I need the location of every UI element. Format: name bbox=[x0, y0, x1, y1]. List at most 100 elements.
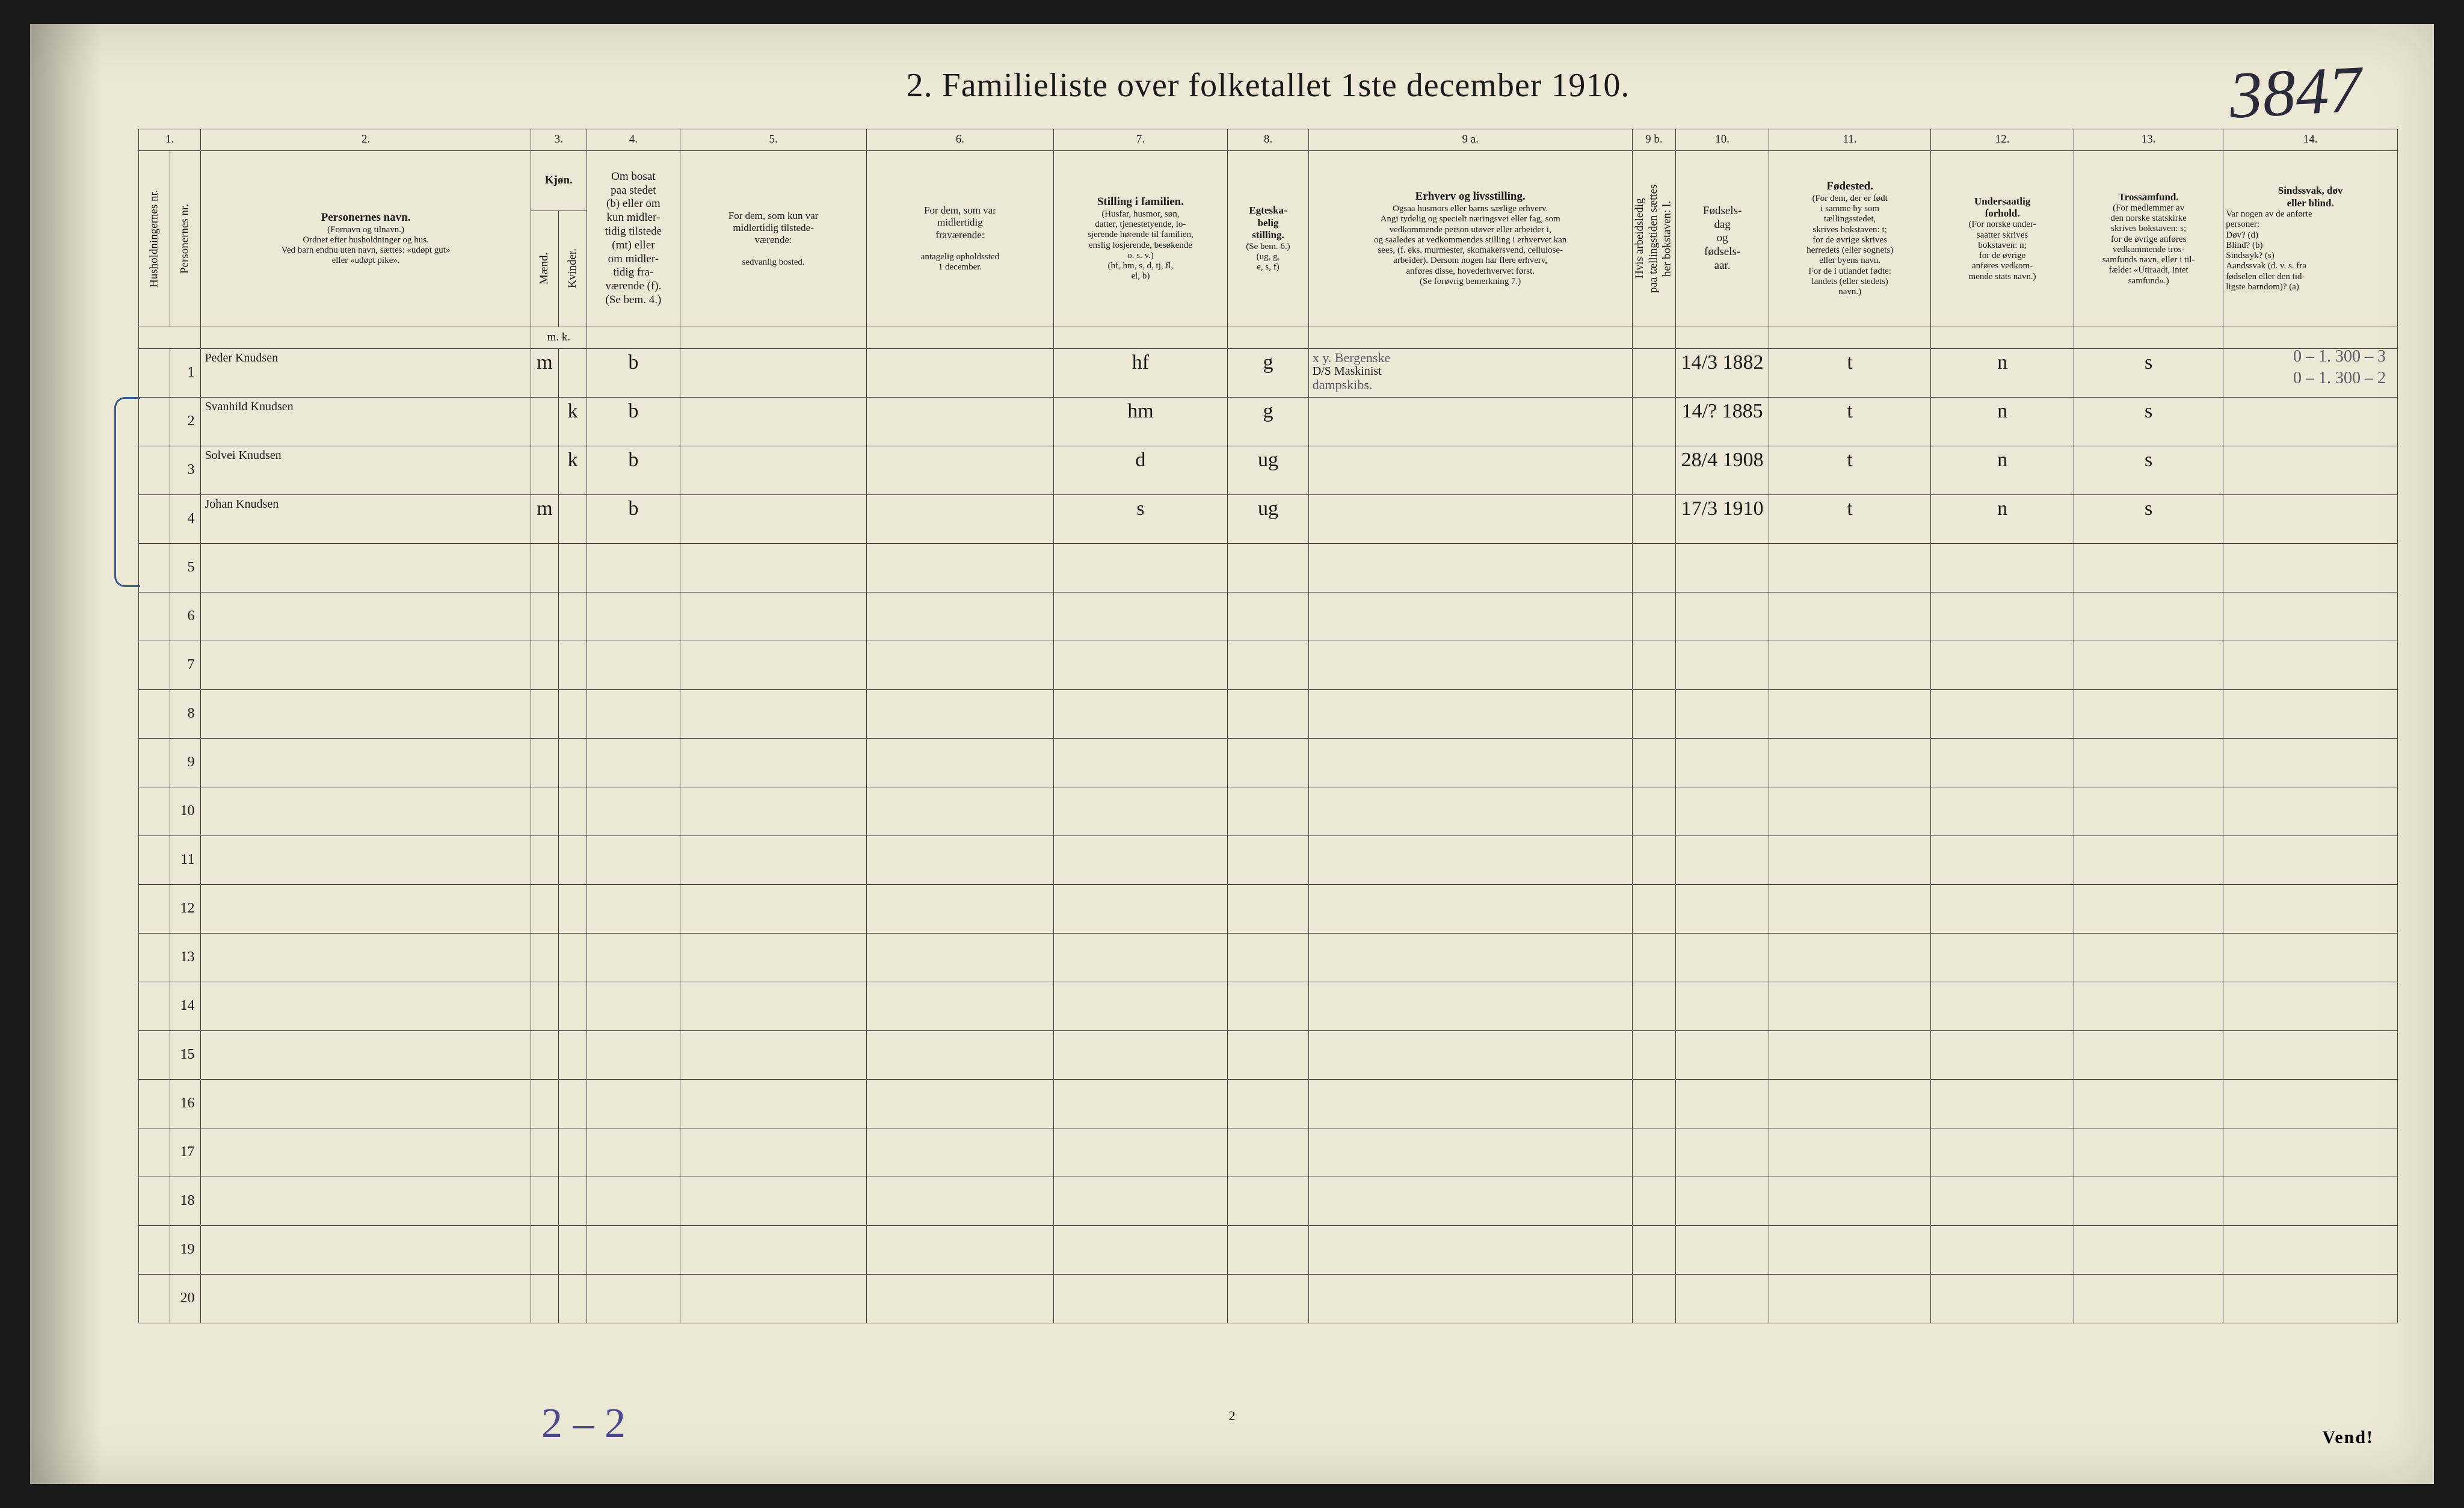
col-religion-title: Trossamfund. bbox=[2077, 191, 2220, 203]
empty-cell bbox=[1053, 1030, 1228, 1079]
empty-cell bbox=[1228, 1225, 1308, 1274]
empty-cell bbox=[1228, 1177, 1308, 1225]
document-paper: 3847 2. Familieliste over folketallet 1s… bbox=[30, 24, 2434, 1484]
empty-cell bbox=[1632, 884, 1675, 933]
col-temp-present-sub: sedvanlig bosted. bbox=[683, 257, 864, 268]
empty-cell bbox=[2074, 543, 2223, 592]
cell-religion: s bbox=[2074, 348, 2223, 397]
cell-birthplace: t bbox=[1769, 397, 1931, 446]
empty-cell bbox=[559, 543, 587, 592]
empty-cell bbox=[587, 592, 680, 641]
table-row-empty: 10 bbox=[139, 787, 2398, 836]
empty-cell bbox=[531, 1225, 559, 1274]
empty-cell bbox=[2223, 738, 2398, 787]
empty-cell bbox=[1676, 836, 1769, 884]
col-birthplace-title: Fødested. bbox=[1772, 180, 1928, 194]
empty-cell bbox=[531, 1030, 559, 1079]
cell-sex-m bbox=[531, 446, 559, 494]
col-num-1: 1. bbox=[139, 129, 201, 151]
empty-cell bbox=[1632, 1274, 1675, 1323]
cell-nationality: n bbox=[1931, 397, 2074, 446]
col-nationality-sub: (For norske under- saatter skrives bokst… bbox=[1933, 220, 2071, 282]
col-temp-present-title: For dem, som kun var midlertidig tilsted… bbox=[683, 210, 864, 247]
table-row-empty: 8 bbox=[139, 689, 2398, 738]
empty-cell bbox=[201, 1079, 531, 1128]
empty-cell: 19 bbox=[170, 1225, 201, 1274]
col-num-8: 8. bbox=[1228, 129, 1308, 151]
col-temp-absent: For dem, som var midlertidig fraværende:… bbox=[867, 150, 1053, 327]
empty-cell bbox=[680, 1079, 866, 1128]
col-num-7: 7. bbox=[1053, 129, 1228, 151]
cell-unemployed bbox=[1632, 494, 1675, 543]
empty-cell bbox=[2223, 836, 2398, 884]
col-birth: Fødsels- dag og fødsels- aar. bbox=[1676, 150, 1769, 327]
cell-birth: 17/3 1910 bbox=[1676, 494, 1769, 543]
empty-cell bbox=[531, 1079, 559, 1128]
empty-cell bbox=[1228, 592, 1308, 641]
footer-note-left: 2 – 2 bbox=[541, 1400, 626, 1448]
empty-cell bbox=[1053, 787, 1228, 836]
empty-cell: 17 bbox=[170, 1128, 201, 1177]
empty-cell bbox=[139, 982, 170, 1030]
empty-cell bbox=[139, 1030, 170, 1079]
empty-cell bbox=[559, 1128, 587, 1177]
cell-religion: s bbox=[2074, 397, 2223, 446]
empty-cell bbox=[559, 982, 587, 1030]
empty-cell bbox=[1308, 884, 1632, 933]
empty-cell bbox=[1053, 1128, 1228, 1177]
empty-cell bbox=[1931, 787, 2074, 836]
empty-cell bbox=[1931, 641, 2074, 689]
cell-person-no: 1 bbox=[170, 348, 201, 397]
empty-cell bbox=[1769, 592, 1931, 641]
col-num-9a: 9 a. bbox=[1308, 129, 1632, 151]
cell-sex-k: k bbox=[559, 397, 587, 446]
empty-cell bbox=[680, 689, 866, 738]
empty-cell bbox=[1769, 836, 1931, 884]
empty-cell bbox=[559, 1079, 587, 1128]
col-disability-sub: Var nogen av de anførte personer: Døv? (… bbox=[2226, 209, 2395, 292]
empty-cell bbox=[1769, 1274, 1931, 1323]
empty-cell bbox=[201, 884, 531, 933]
cell-family-pos: d bbox=[1053, 446, 1228, 494]
empty-cell bbox=[1632, 641, 1675, 689]
empty-cell bbox=[680, 787, 866, 836]
empty-cell bbox=[587, 1079, 680, 1128]
empty-cell bbox=[559, 787, 587, 836]
empty-cell bbox=[559, 1177, 587, 1225]
col-birthplace-sub: (For dem, der er født i samme by som tæl… bbox=[1772, 194, 1928, 298]
col-num-12: 12. bbox=[1931, 129, 2074, 151]
empty-cell bbox=[1931, 933, 2074, 982]
cell-birth: 14/3 1882 bbox=[1676, 348, 1769, 397]
cell-sex-k bbox=[559, 348, 587, 397]
empty-cell bbox=[2223, 1225, 2398, 1274]
empty-cell bbox=[2223, 1030, 2398, 1079]
empty-cell: 12 bbox=[170, 884, 201, 933]
empty-cell bbox=[201, 836, 531, 884]
empty-cell: 15 bbox=[170, 1030, 201, 1079]
col-num-4: 4. bbox=[587, 129, 680, 151]
empty-cell: 9 bbox=[170, 738, 201, 787]
table-row-empty: 12 bbox=[139, 884, 2398, 933]
empty-cell bbox=[1308, 641, 1632, 689]
footer-page-number: 2 bbox=[1229, 1408, 1236, 1424]
col-num-13: 13. bbox=[2074, 129, 2223, 151]
column-title-row: Husholdningernes nr. Personernes nr. Per… bbox=[139, 150, 2398, 211]
empty-cell bbox=[1769, 884, 1931, 933]
empty-cell bbox=[201, 543, 531, 592]
col-marital-title: Egteska- belig stilling. bbox=[1230, 205, 1305, 241]
cell-nationality: n bbox=[1931, 446, 2074, 494]
empty-cell bbox=[1228, 689, 1308, 738]
empty-cell bbox=[1931, 738, 2074, 787]
cell-disability bbox=[2223, 397, 2398, 446]
empty-cell bbox=[1053, 933, 1228, 982]
cell-religion: s bbox=[2074, 446, 2223, 494]
empty-cell bbox=[867, 592, 1053, 641]
empty-cell bbox=[1632, 689, 1675, 738]
table-row-empty: 17 bbox=[139, 1128, 2398, 1177]
empty-cell bbox=[680, 641, 866, 689]
empty-cell bbox=[201, 787, 531, 836]
empty-cell bbox=[867, 933, 1053, 982]
empty-cell bbox=[1053, 1274, 1228, 1323]
empty-cell bbox=[559, 592, 587, 641]
empty-cell bbox=[1308, 1128, 1632, 1177]
